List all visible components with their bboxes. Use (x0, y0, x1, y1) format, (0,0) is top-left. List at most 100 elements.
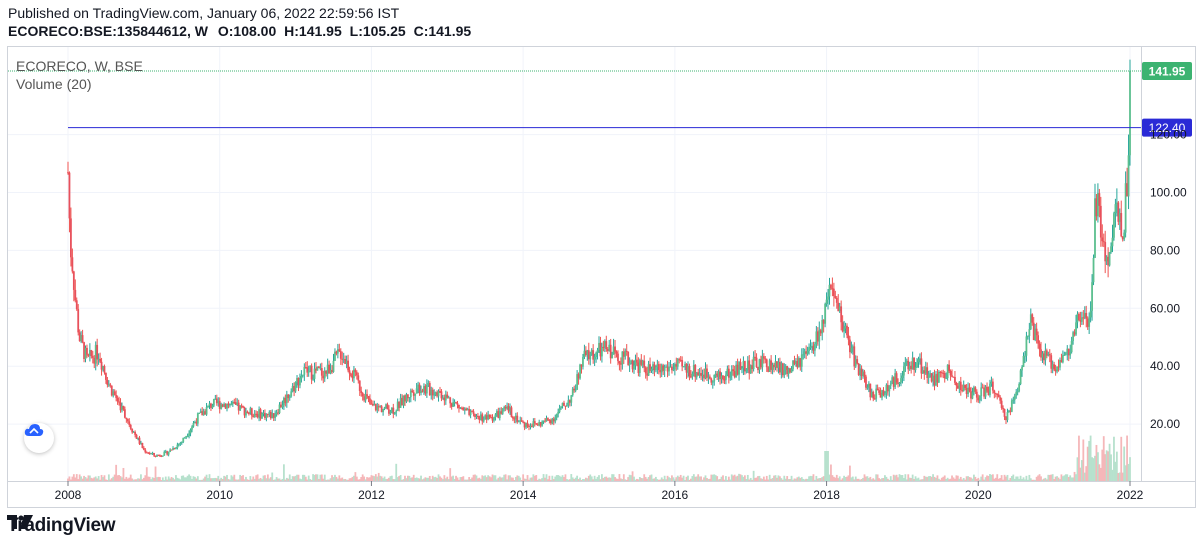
candle-body (463, 408, 466, 411)
volume-bar (1089, 435, 1092, 481)
volume-bar (458, 479, 460, 481)
volume-bar (322, 478, 325, 481)
volume-bar (936, 475, 939, 481)
volume-bar (370, 475, 373, 481)
volume-bar (790, 475, 793, 481)
volume-bar (735, 476, 738, 481)
candle-body (1009, 410, 1012, 412)
candle-body (875, 388, 878, 399)
volume-bar (402, 479, 405, 481)
volume-bar (603, 476, 606, 481)
candle-body (850, 347, 853, 353)
candle-body (196, 413, 199, 424)
volume-bar (714, 475, 717, 481)
volume-bar (900, 475, 902, 481)
candles (67, 59, 1131, 458)
volume-bar (115, 464, 118, 481)
candle-body (316, 366, 319, 371)
candle-body (258, 409, 261, 418)
volume-bar (530, 477, 533, 481)
candle-body (223, 403, 225, 407)
volume-bar (653, 478, 656, 481)
candle-body (904, 362, 907, 367)
volume-bar (478, 477, 481, 481)
volume-bar (414, 478, 417, 481)
volume-bar (1098, 464, 1101, 481)
candle-body (675, 364, 678, 367)
candle-body (732, 369, 735, 372)
candle-body (1060, 359, 1063, 363)
candle-body (544, 420, 546, 422)
volume-bar (846, 476, 848, 481)
candle-body (523, 422, 526, 428)
candle-body (608, 344, 611, 351)
volume-bar (300, 479, 303, 481)
candle-body (795, 361, 797, 364)
volume-bar (1129, 457, 1131, 481)
volume-bar (1102, 436, 1105, 481)
volume-bar (514, 476, 517, 481)
volume-bar (299, 478, 301, 481)
volume-bar (811, 476, 813, 481)
candle-body (580, 364, 583, 367)
volume-bar (163, 479, 166, 481)
volume-bar (584, 477, 587, 481)
volume-bar (398, 476, 401, 481)
time-axis[interactable]: 2008 2010 2012 2014 2016 2018 2020 2022 (55, 481, 1144, 502)
candle-body (612, 346, 615, 355)
y-tick-label: 120.00 (1150, 128, 1187, 142)
volume-bar (80, 476, 83, 481)
volume-bar (837, 478, 840, 481)
volume-bar (596, 476, 599, 481)
volume-bar (606, 477, 609, 481)
volume-bar (764, 479, 767, 481)
ohlc-header: ECORECO:BSE:135844612, W O:108.00 H:141.… (8, 23, 471, 39)
volume-bar (215, 478, 218, 481)
candle-body (920, 358, 923, 374)
volume-bar (840, 479, 843, 481)
volume-bar (758, 475, 761, 481)
candle-body (711, 381, 714, 383)
volume-bar (952, 477, 955, 481)
candle-body (1085, 312, 1088, 319)
volume-bar (283, 464, 285, 481)
volume-bar (570, 474, 573, 481)
volume-bar (350, 478, 352, 481)
candle-body (1099, 205, 1102, 238)
volume-bar (471, 477, 473, 481)
candle-body (605, 341, 608, 349)
candle-body (828, 284, 831, 297)
candle-body (458, 404, 460, 409)
volume-bar (1029, 478, 1032, 481)
volume-bar (405, 478, 408, 481)
volume-bar (739, 474, 742, 481)
volume-bar (202, 478, 205, 481)
volume-bar (1121, 472, 1124, 481)
candle-body (708, 376, 711, 379)
volume-bar (339, 478, 342, 481)
candle-body (123, 409, 126, 418)
volume-bar (865, 476, 867, 481)
volume-bar (153, 477, 155, 481)
tradingview-footer[interactable]: TradingView (7, 515, 116, 537)
volume-bar (177, 478, 180, 481)
volume-bar (491, 474, 494, 481)
candle-body (408, 397, 411, 399)
candle-body (373, 403, 376, 406)
volume-bar (990, 474, 993, 481)
candle-body (832, 288, 835, 297)
volume-bar (617, 478, 619, 481)
volume-bar (485, 477, 488, 481)
volume-bar (84, 477, 87, 481)
candle-body (144, 449, 147, 453)
volume-bar (828, 474, 831, 481)
volume-bar (218, 479, 221, 481)
candle-body (811, 345, 813, 347)
candle-body (1050, 355, 1053, 369)
volume-bar (926, 477, 929, 481)
volume-bar (280, 479, 282, 481)
cloud-save-button[interactable] (24, 423, 54, 453)
